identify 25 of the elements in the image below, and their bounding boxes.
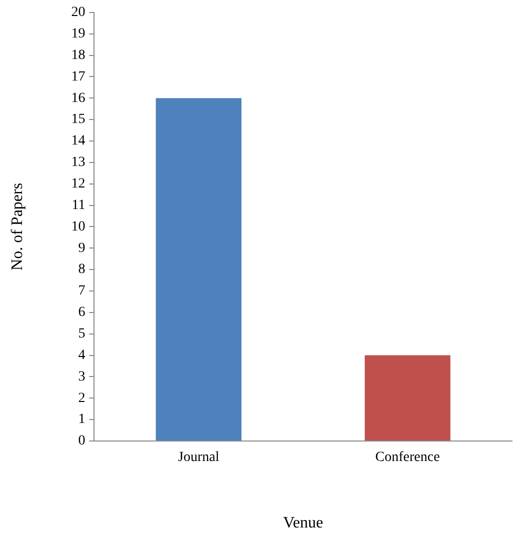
y-tick-label: 8 [78, 262, 86, 278]
y-tick-label: 6 [78, 305, 86, 320]
y-tick-label: 12 [71, 176, 86, 192]
y-tick-label: 11 [72, 198, 86, 213]
y-tick-label: 16 [71, 90, 86, 106]
y-tick-label: 2 [78, 390, 86, 406]
y-tick-label: 17 [71, 69, 86, 84]
x-tick-label: Journal [178, 450, 220, 466]
y-axis-title: No. of Papers [8, 182, 26, 270]
x-axis-title: Venue [283, 514, 324, 532]
y-tick-label: 9 [78, 240, 86, 256]
y-tick-label: 3 [78, 369, 86, 384]
y-tick-label: 1 [78, 412, 86, 428]
y-tick-label: 15 [71, 112, 86, 128]
y-tick-label: 18 [71, 48, 86, 63]
y-tick-label: 0 [78, 434, 86, 449]
y-tick-label: 10 [71, 219, 86, 234]
y-tick-label: 5 [78, 326, 86, 342]
y-tick-label: 13 [71, 155, 86, 170]
x-tick-label: Conference [375, 450, 440, 466]
y-tick-label: 20 [71, 5, 86, 20]
y-tick-label: 7 [78, 284, 86, 299]
y-tick-label: 14 [71, 134, 86, 149]
y-tick-label: 4 [78, 348, 86, 363]
y-tick-label: 19 [71, 26, 86, 42]
